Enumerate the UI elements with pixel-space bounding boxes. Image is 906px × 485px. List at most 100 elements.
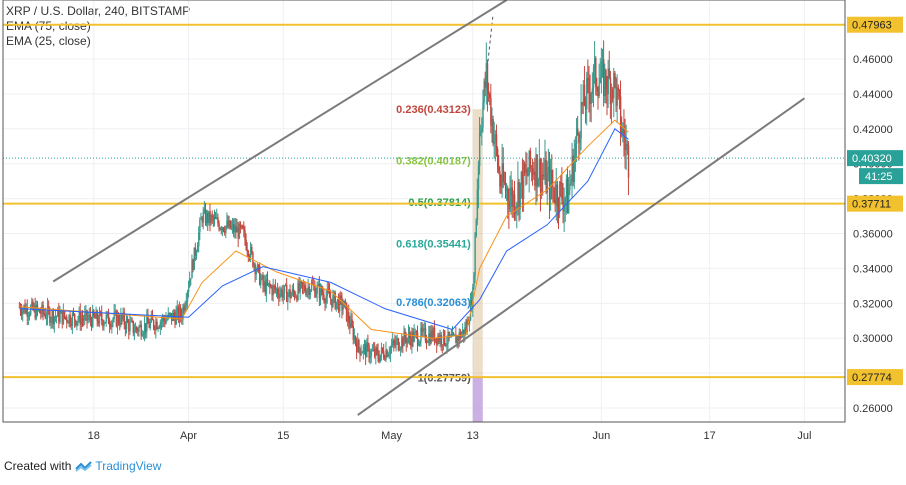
horizontal-levels[interactable] [3,23,845,379]
candle-body [481,127,483,132]
candle-body [598,83,600,96]
candle-body [378,358,380,362]
candle-body [163,316,165,321]
candle-body [291,288,294,295]
candle-body [186,292,189,302]
candle-body [619,96,622,131]
candle-body [72,313,75,315]
candle-body [509,196,511,209]
candle-body [401,337,403,348]
candle-body [503,181,506,183]
candle-body [264,281,267,294]
footer-attribution[interactable]: Created with TradingView [4,459,161,473]
candle-body [199,219,201,233]
candle-body [57,309,59,317]
candle-body [273,285,276,287]
created-with-text: Created with [4,459,72,473]
candle-body [261,275,263,279]
candle-body [289,289,291,299]
candle-body [21,311,23,315]
candle-body [542,174,544,176]
candle-body [531,168,534,176]
candle-body [78,311,80,320]
candle-body [341,297,343,310]
candle-body [406,338,409,344]
candle-body [19,306,22,312]
candle-body [268,283,270,285]
candle-body [154,327,156,331]
candle-body [440,335,443,345]
candle-body [571,155,573,179]
candle-body [198,232,200,247]
candle-body [362,346,365,353]
candle-body [365,344,367,358]
candle-body [439,335,441,342]
candle-body [134,327,137,333]
candle-body [358,339,360,349]
candle-body [563,203,565,212]
candle-body [101,313,103,321]
candle-body [305,290,307,295]
candle-body [52,311,54,325]
candle-body [162,316,164,322]
candle-body [331,299,333,307]
candle-body [372,348,375,351]
candle-body [561,183,563,200]
candle-body [119,322,121,325]
price-chart[interactable]: 0.236(0.43123)0.382(0.40187)0.5(0.37814)… [0,0,906,458]
candle-body [460,333,463,338]
fib-level-label: 0.236(0.43123) [396,104,471,116]
candle-body [609,77,612,105]
candle-body [454,334,456,336]
candle-body [340,295,342,298]
x-tick-label: 13 [467,430,479,442]
candle-body [618,90,621,97]
candle-body [494,134,497,141]
candle-body [419,341,421,345]
candle-body [615,78,617,106]
candle-body [156,321,158,329]
candle-body [192,260,194,270]
trend-channel[interactable] [52,0,805,416]
candle-body [368,345,370,359]
candle-body [89,314,92,321]
candle-body [616,87,618,106]
candle-body [392,340,394,346]
candle-body [83,319,85,321]
candle-body [227,220,229,228]
candle-body [221,227,224,231]
candle-body [589,92,591,104]
fib-level-label: 0.618(0.35441) [396,238,471,250]
candle-body [202,212,205,223]
candle-body [204,208,207,224]
candle-body [39,309,41,313]
candle-body [80,318,83,325]
y-tick-label: 0.34000 [853,263,893,275]
candle-body [423,328,426,330]
candle-body [263,281,265,286]
fibonacci-retracement[interactable]: 0.236(0.43123)0.382(0.40187)0.5(0.37814)… [396,16,494,422]
candle-body [132,320,135,334]
candle-body [458,332,461,341]
candle-body [116,315,119,327]
fib-level-label: 1(0.27759) [418,372,472,384]
candle-body [231,224,234,227]
candle-body [302,285,305,287]
candle-body [124,324,127,330]
candle-body [326,288,329,297]
candle-body [384,357,386,360]
candle-body [287,294,289,302]
candle-body [245,239,247,250]
candle-body [136,327,138,330]
candle-body [359,348,361,355]
candle-body [160,321,163,323]
candle-body [410,337,412,346]
candle-body [25,307,27,313]
candle-body [168,313,171,315]
candle-body [247,251,250,257]
candle-body [102,320,104,327]
candle-body [207,212,209,223]
candle-body [115,311,118,327]
tradingview-brand[interactable]: TradingView [95,459,162,473]
candle-body [484,81,486,88]
